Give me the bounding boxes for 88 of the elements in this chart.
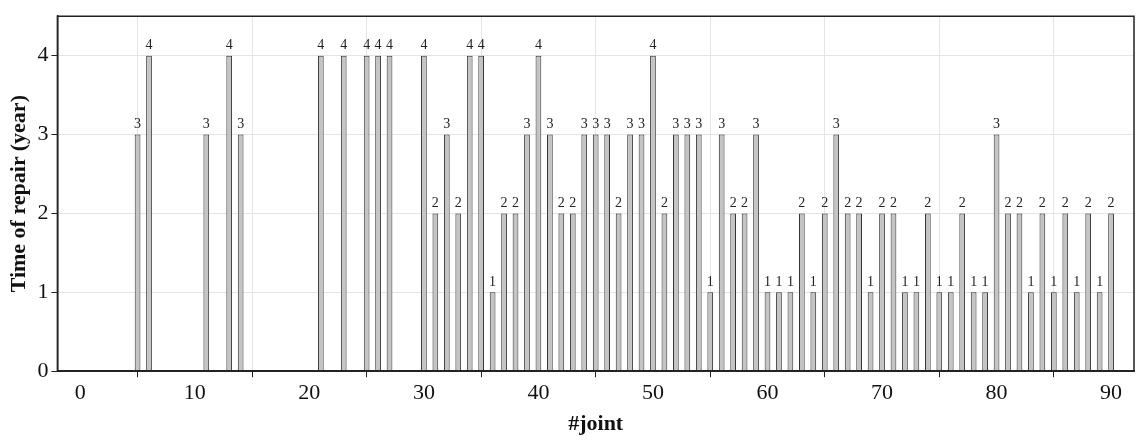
data-label: 2 [1038, 195, 1046, 211]
data-label: 2 [569, 195, 577, 211]
data-label: 3 [718, 116, 726, 132]
data-label: 3 [626, 116, 634, 132]
data-label: 2 [844, 195, 852, 211]
data-label: 1 [867, 273, 875, 289]
data-label: 2 [798, 195, 806, 211]
data-label: 3 [672, 116, 680, 132]
data-label: 4 [466, 37, 474, 53]
data-label: 4 [534, 37, 542, 53]
data-label: 1 [786, 273, 794, 289]
data-label: 3 [638, 116, 646, 132]
y-axis-title: Time of repair (year) [4, 95, 30, 293]
data-label: 2 [512, 195, 520, 211]
data-label: 4 [145, 37, 153, 53]
data-label: 2 [500, 195, 508, 211]
data-label: 3 [580, 116, 588, 132]
data-label: 2 [1004, 195, 1012, 211]
data-label: 4 [649, 37, 657, 53]
data-label: 2 [958, 195, 966, 211]
data-label: 4 [374, 37, 382, 53]
data-label: 3 [134, 116, 142, 132]
x-tick-label: 40 [527, 379, 550, 405]
data-label: 2 [1084, 195, 1092, 211]
data-label: 1 [489, 273, 497, 289]
data-label: 3 [683, 116, 691, 132]
x-tick-label: 20 [298, 379, 321, 405]
data-label: 1 [1050, 273, 1058, 289]
data-label: 1 [809, 273, 817, 289]
y-tick-label: 2 [37, 199, 49, 225]
data-label: 1 [706, 273, 714, 289]
data-label: 2 [1061, 195, 1069, 211]
data-label: 4 [386, 37, 394, 53]
data-label: 2 [1015, 195, 1023, 211]
data-label: 3 [237, 116, 245, 132]
data-label: 4 [363, 37, 371, 53]
data-label: 2 [615, 195, 623, 211]
x-axis-title: #joint [568, 410, 624, 436]
data-label: 4 [225, 37, 233, 53]
data-label: 1 [970, 273, 978, 289]
x-tick-label: 30 [412, 379, 435, 405]
data-label: 2 [557, 195, 565, 211]
data-label: 2 [821, 195, 829, 211]
data-label: 3 [443, 116, 451, 132]
y-tick-label: 3 [37, 120, 49, 146]
data-label: 2 [1107, 195, 1115, 211]
y-tick-label: 1 [37, 278, 49, 304]
y-tick-label: 4 [37, 41, 49, 67]
data-label: 2 [855, 195, 863, 211]
data-label: 4 [317, 37, 325, 53]
data-label: 3 [993, 116, 1001, 132]
data-label: 2 [660, 195, 668, 211]
data-label: 2 [454, 195, 462, 211]
data-label: 3 [832, 116, 840, 132]
data-label: 2 [889, 195, 897, 211]
data-label: 1 [1096, 273, 1104, 289]
x-tick-label: 50 [641, 379, 664, 405]
data-label: 3 [603, 116, 611, 132]
x-tick-label: 90 [1100, 379, 1123, 405]
data-label: 1 [981, 273, 989, 289]
data-label: 2 [729, 195, 737, 211]
x-tick-label: 80 [985, 379, 1008, 405]
data-label: 1 [912, 273, 920, 289]
data-label: 1 [935, 273, 943, 289]
data-label: 4 [340, 37, 348, 53]
data-label: 2 [924, 195, 932, 211]
data-label: 1 [775, 273, 783, 289]
x-tick-label: 0 [74, 379, 86, 405]
y-tick-label: 0 [37, 356, 49, 382]
x-tick-label: 70 [871, 379, 894, 405]
data-label: 1 [764, 273, 771, 289]
data-label: 3 [523, 116, 531, 132]
x-tick-label: 10 [183, 379, 206, 405]
data-label: 3 [592, 116, 600, 132]
data-label: 1 [947, 273, 955, 289]
data-label: 2 [431, 195, 439, 211]
data-label: 2 [878, 195, 886, 211]
data-label: 3 [202, 116, 210, 132]
data-label: 3 [695, 116, 703, 132]
data-label: 1 [1073, 273, 1081, 289]
data-label: 4 [477, 37, 485, 53]
data-label: 3 [546, 116, 554, 132]
data-label: 1 [1027, 273, 1035, 289]
data-label: 4 [420, 37, 428, 53]
data-label: 2 [741, 195, 749, 211]
data-label: 3 [752, 116, 760, 132]
x-tick-label: 60 [756, 379, 779, 405]
data-label: 1 [901, 273, 909, 289]
